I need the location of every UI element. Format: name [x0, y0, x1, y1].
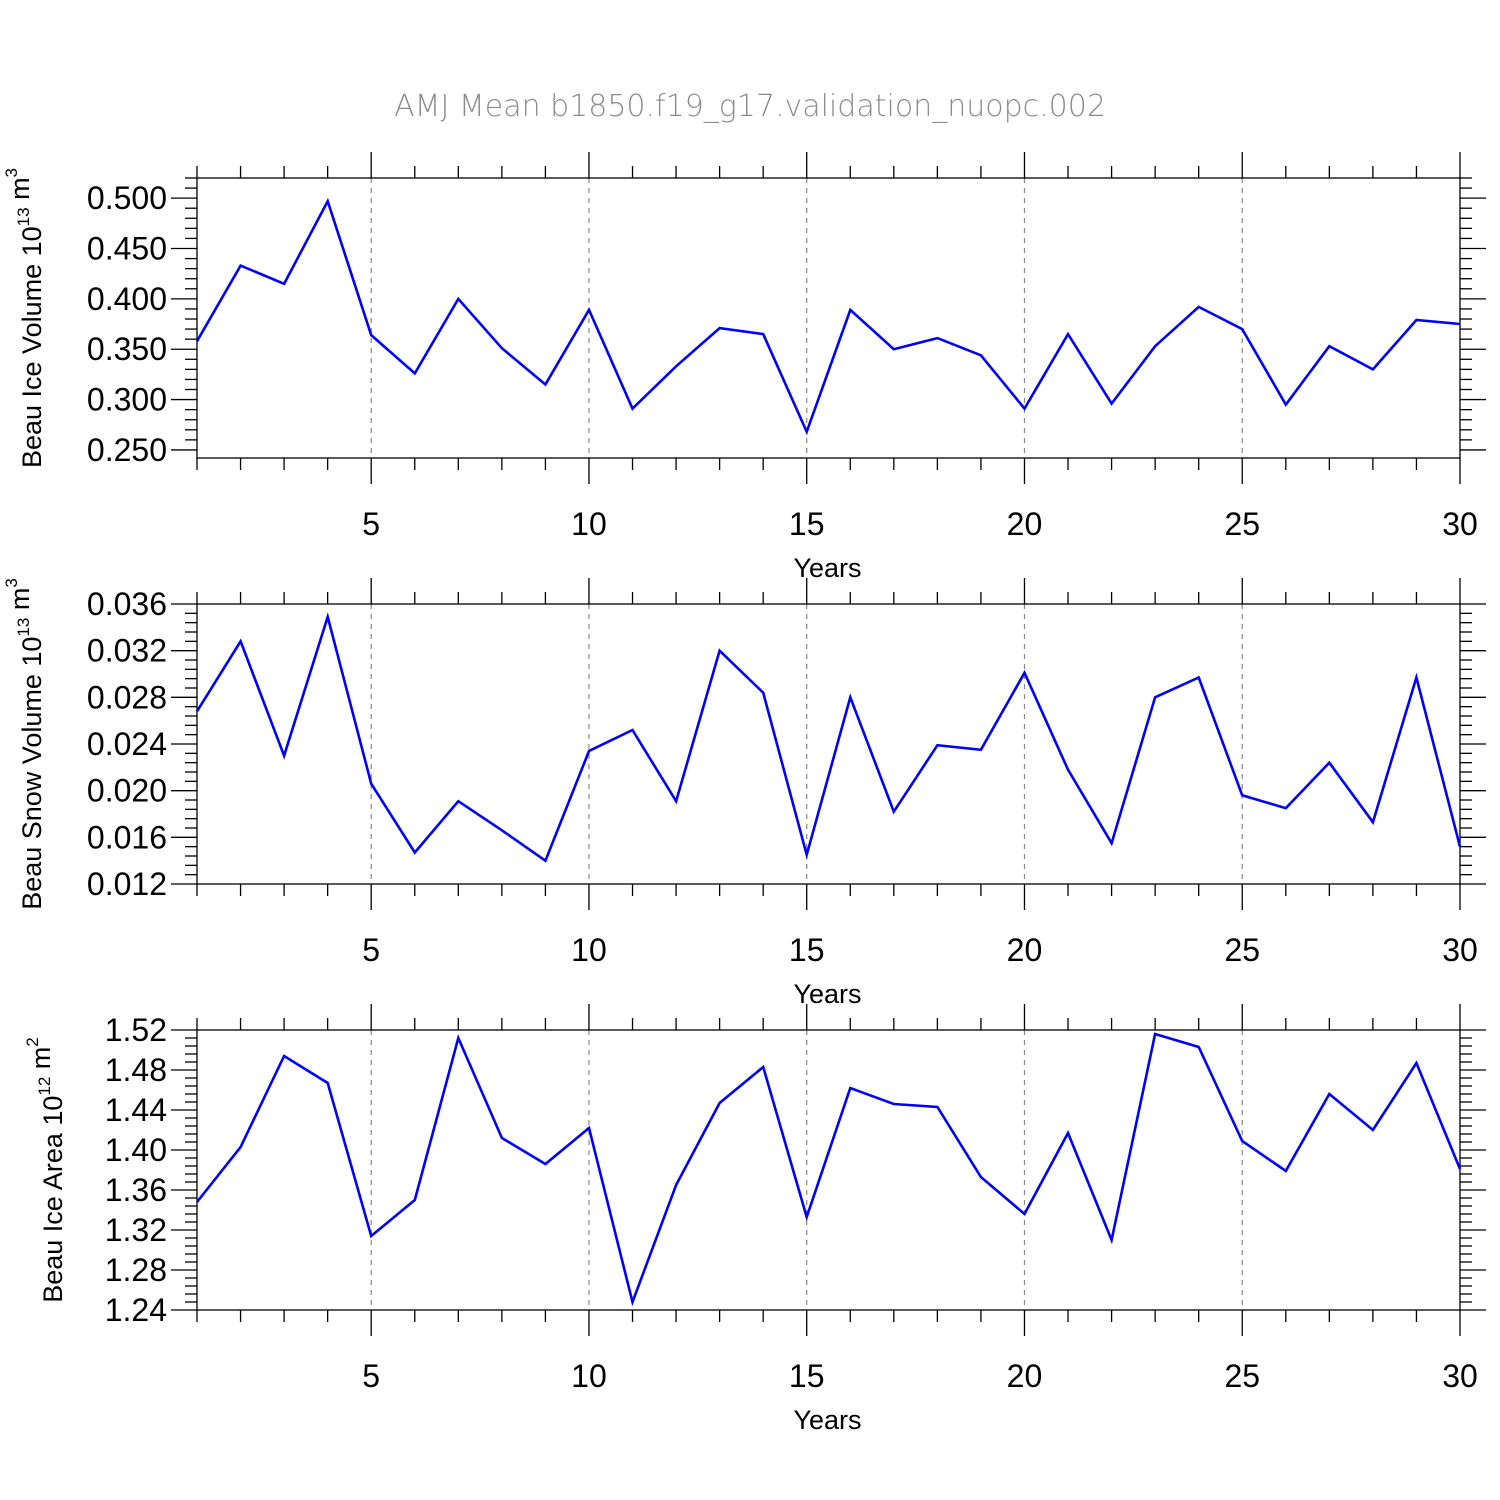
chart-panel-2: 5 10 15 20 25 30 0.012 0.016 0.020 0.024 0.028 0.03…: [2, 578, 1486, 1009]
x-axis-label: Years: [793, 979, 861, 1009]
x-tick-label: 25: [1224, 506, 1260, 542]
y-tick-label: 0.020: [87, 773, 167, 809]
y-axis-label-superscript: 3: [2, 168, 21, 177]
x-tick-label: 5: [362, 1358, 380, 1394]
y-tick-label: 0.350: [87, 331, 167, 367]
x-tick-label: 25: [1224, 1358, 1260, 1394]
y-axis-label-superscript: 13: [14, 618, 33, 637]
plot-frame: [196, 1029, 1461, 1311]
x-tick-label: 5: [362, 932, 380, 968]
y-axis-label-superscript: 3: [2, 578, 21, 587]
y-axis-label-part: m: [5, 177, 35, 207]
chart-panel-3: 5 10 15 20 25 30 1.24 1.28 1.32 1.36 1.40 1.44 1.48 1…: [23, 1004, 1486, 1435]
y-axis-label-superscript: 2: [23, 1037, 42, 1046]
x-tick-label: 20: [1007, 1358, 1043, 1394]
y-tick-label: 0.032: [87, 633, 167, 669]
y-tick-label: 0.024: [87, 726, 167, 762]
series-line-1: [195, 197, 1461, 436]
x-tick-label: 15: [789, 506, 825, 542]
y-axis-label: Beau Ice Volume 1013 m3: [2, 168, 47, 468]
series-line-3: [195, 1032, 1462, 1307]
y-tick-label: 1.36: [105, 1172, 167, 1208]
figure-title: AMJ Mean b1850.f19_g17.validation_nuopc.…: [394, 89, 1106, 124]
y-axis-label-part: m: [5, 588, 35, 618]
y-tick-label: 0.036: [87, 586, 167, 622]
y-axis-label-part: Beau Snow Volume 10: [17, 637, 47, 910]
y-axis-label-superscript: 13: [14, 207, 33, 226]
panels: 5 10 15 20 25 300.2500.3000.3500.4000.4500.50…: [2, 152, 1486, 1435]
x-tick-label: 25: [1224, 932, 1260, 968]
y-tick-label: 1.28: [105, 1252, 167, 1288]
y-tick-label: 0.016: [87, 819, 167, 855]
y-tick-label: 0.450: [87, 231, 167, 267]
x-tick-label: 30: [1442, 506, 1478, 542]
x-tick-label: 10: [571, 506, 607, 542]
y-tick-label: 1.44: [105, 1092, 167, 1128]
x-tick-label: 30: [1442, 1358, 1478, 1394]
x-tick-label: 15: [789, 932, 825, 968]
y-axis-label-part: m: [26, 1047, 56, 1077]
series-line-2: [195, 612, 1462, 863]
y-axis-label-part: Beau Ice Volume 10: [17, 226, 47, 468]
x-tick-label: 5: [362, 506, 380, 542]
y-tick-label: 0.500: [87, 180, 167, 216]
x-tick-label: 20: [1007, 932, 1043, 968]
y-tick-label: 1.40: [105, 1132, 167, 1168]
x-axis-label: Years: [793, 553, 861, 583]
x-tick-label: 10: [571, 1358, 607, 1394]
plot-frame: [196, 177, 1461, 459]
chart-panel-1: 5 10 15 20 25 30 0.250 0.300 0.350 0.400 0.450 0.50…: [2, 152, 1486, 583]
y-tick-label: 1.32: [105, 1212, 167, 1248]
y-tick-label: 0.250: [87, 432, 167, 468]
x-tick-label: 30: [1442, 932, 1478, 968]
y-tick-label: 1.52: [105, 1012, 167, 1048]
x-axis-label: Years: [793, 1405, 861, 1435]
x-tick-label: 15: [789, 1358, 825, 1394]
x-tick-label: 10: [571, 932, 607, 968]
y-axis-label-part: Beau Ice Area 10: [38, 1096, 68, 1303]
x-tick-label: 20: [1007, 506, 1043, 542]
y-axis-label: Beau Snow Volume 1013 m3: [2, 578, 47, 910]
y-axis-label-superscript: 12: [35, 1077, 54, 1096]
plot-frame: [196, 603, 1461, 885]
y-tick-label: 0.028: [87, 679, 167, 715]
y-tick-label: 0.400: [87, 281, 167, 317]
y-tick-label: 1.24: [105, 1292, 167, 1328]
y-axis-label: Beau Ice Area 1012 m2: [23, 1037, 68, 1303]
y-tick-label: 1.48: [105, 1052, 167, 1088]
y-tick-label: 0.012: [87, 866, 167, 902]
y-tick-label: 0.300: [87, 382, 167, 418]
